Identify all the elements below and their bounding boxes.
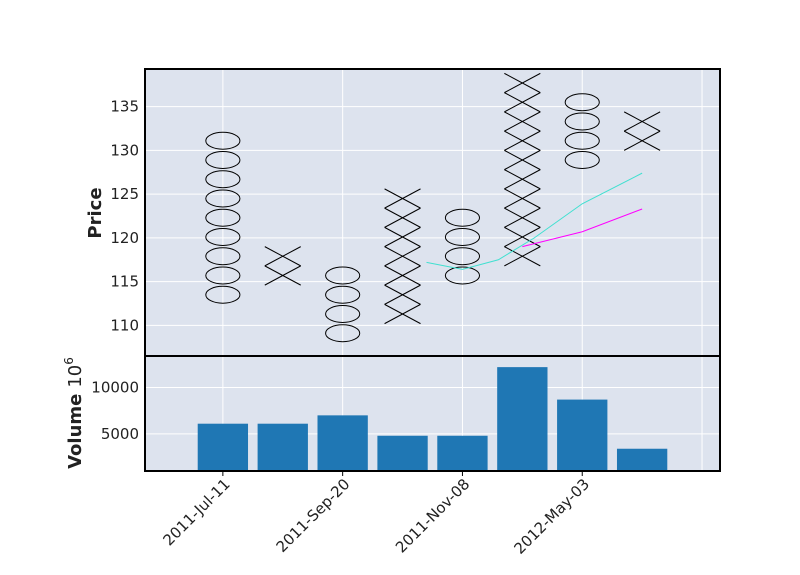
o-mark xyxy=(444,247,481,266)
price-tick-label: 115 xyxy=(110,273,139,291)
volume-bar xyxy=(497,367,548,471)
x-mark-stroke xyxy=(504,72,541,94)
x-mark-stroke xyxy=(504,111,541,132)
volume-tick-labels: 5000 10000 xyxy=(91,379,139,443)
x-mark-stroke xyxy=(384,284,421,305)
price-marks xyxy=(205,72,661,343)
x-mark-stroke xyxy=(504,226,541,248)
o-mark xyxy=(205,228,241,246)
x-mark-stroke xyxy=(623,130,661,151)
o-mark xyxy=(444,208,481,227)
x-tick-label: 2011-Nov-08 xyxy=(392,475,473,556)
volume-axis-label: Volume 106 xyxy=(62,357,86,469)
moving-average-lines xyxy=(426,172,643,270)
o-mark xyxy=(444,266,481,285)
x-tick-label: 2011-Sep-20 xyxy=(273,475,354,556)
o-mark xyxy=(205,151,241,169)
o-mark xyxy=(205,189,241,208)
price-tick-labels: 110 115 120 125 130 135 xyxy=(110,98,139,335)
x-mark-stroke xyxy=(504,188,541,209)
o-mark xyxy=(325,285,361,304)
volume-bar xyxy=(616,448,668,471)
o-mark xyxy=(444,228,481,246)
x-mark-stroke xyxy=(264,265,301,286)
volume-axis-label-exponent: 6 xyxy=(62,357,76,365)
x-mark-stroke xyxy=(504,207,541,228)
o-mark xyxy=(205,247,241,266)
x-mark-stroke xyxy=(384,246,421,267)
price-axis-label: Price xyxy=(85,187,106,238)
o-mark xyxy=(564,93,600,112)
o-mark xyxy=(564,151,600,169)
price-panel-bg xyxy=(145,69,720,356)
price-grid xyxy=(145,69,720,356)
volume-bars xyxy=(197,367,668,471)
x-mark-stroke xyxy=(504,246,541,267)
o-mark xyxy=(205,170,241,189)
x-mark-stroke xyxy=(384,303,421,325)
x-mark-stroke xyxy=(504,130,541,151)
x-mark-stroke xyxy=(384,188,421,209)
o-mark xyxy=(205,285,241,304)
x-tick-label: 2011-Jul-11 xyxy=(159,475,233,549)
o-mark xyxy=(325,324,361,343)
x-mark-stroke xyxy=(384,207,421,228)
x-mark-stroke xyxy=(264,246,301,267)
x-mark-stroke xyxy=(384,226,421,248)
o-mark xyxy=(205,266,241,285)
x-tick-labels: 2011-Jul-11 2011-Sep-20 2011-Nov-08 2012-Ma… xyxy=(159,471,593,558)
volume-bar xyxy=(557,399,608,471)
volume-tick-label: 5000 xyxy=(101,425,139,443)
price-tick-label: 110 xyxy=(110,316,139,334)
moving-average-line xyxy=(522,208,643,248)
volume-bar xyxy=(197,423,249,471)
o-mark xyxy=(564,131,600,150)
volume-bar xyxy=(317,415,368,471)
price-tick-label: 125 xyxy=(110,185,139,203)
volume-axis-label-text: Volume xyxy=(65,394,86,469)
volume-axis-label-multiplier: 10 xyxy=(65,365,86,388)
volume-bar xyxy=(377,435,428,471)
o-mark xyxy=(205,131,241,150)
moving-average-line xyxy=(426,172,643,270)
volume-panel-frame xyxy=(144,355,721,472)
x-mark-stroke xyxy=(384,265,421,286)
x-mark-stroke xyxy=(504,169,541,190)
o-mark xyxy=(325,305,361,323)
price-tick-label: 135 xyxy=(110,98,139,116)
x-mark-stroke xyxy=(623,111,661,132)
o-mark xyxy=(205,208,241,227)
price-tick-label: 130 xyxy=(110,141,139,159)
x-tick-label: 2012-May-03 xyxy=(510,475,593,558)
o-mark xyxy=(564,112,600,131)
o-mark xyxy=(325,266,361,285)
x-mark-stroke xyxy=(504,149,541,171)
x-mark-stroke xyxy=(504,92,541,113)
price-tick-label: 120 xyxy=(110,229,139,247)
volume-tick-label: 10000 xyxy=(91,379,139,397)
volume-bar xyxy=(437,435,488,471)
volume-grid xyxy=(145,356,720,471)
volume-bar xyxy=(257,423,308,471)
